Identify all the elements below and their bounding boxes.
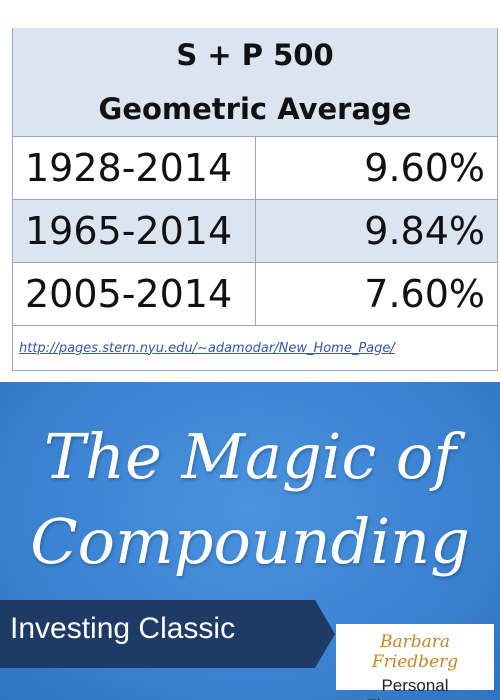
table-area: S + P 500 Geometric Average 1928-2014 9.6… [12, 28, 498, 371]
row: 1965-2014 9.84% [12, 199, 498, 263]
period: 1965-2014 [12, 199, 256, 263]
source-link: http://pages.stern.nyu.edu/~adamodar/New… [12, 325, 498, 371]
table-title: S + P 500 [12, 28, 498, 82]
row: 2005-2014 7.60% [12, 262, 498, 326]
return: 7.60% [254, 262, 498, 326]
headline: Compounding [30, 505, 470, 578]
logo-name: Barbara Friedberg [371, 632, 459, 672]
banner-text: Investing Classic [10, 612, 236, 645]
headline: The Magic of [43, 420, 457, 493]
table-subtitle: Geometric Average [12, 82, 498, 137]
row: 1928-2014 9.60% [12, 136, 498, 200]
banner-shape [0, 600, 335, 668]
period: 1928-2014 [12, 136, 256, 200]
logo: Barbara Friedberg Personal Finance.com [336, 624, 494, 700]
returns-table: S + P 500 Geometric Average 1928-2014 9.6… [12, 28, 498, 371]
period: 2005-2014 [12, 262, 256, 326]
return: 9.60% [254, 136, 498, 200]
logo-site: Personal Finance.com [366, 676, 463, 700]
return: 9.84% [254, 199, 498, 263]
banner-fill [0, 600, 335, 668]
